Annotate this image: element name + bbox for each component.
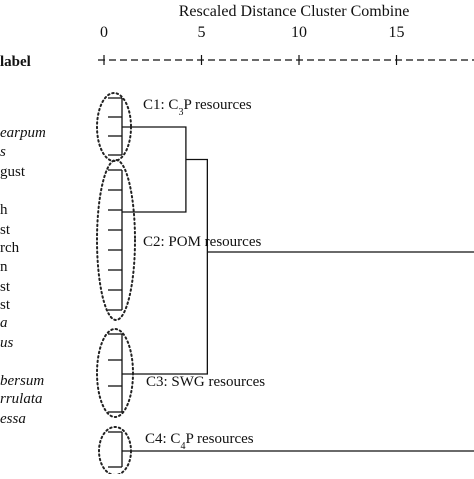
- leaf-label: st: [0, 222, 11, 238]
- cluster-label: C4: C4P resources: [145, 431, 254, 452]
- leaf-label: earpum: [0, 125, 46, 141]
- cluster-label: C3: SWG resources: [146, 374, 265, 390]
- axis-group: [98, 55, 474, 65]
- cluster-ellipse: [96, 159, 136, 321]
- header-label: label: [0, 54, 31, 70]
- chart-title: Rescaled Distance Cluster Combine: [179, 3, 410, 20]
- leaf-label: n: [0, 259, 8, 275]
- cluster-label: C1: C3P resources: [143, 97, 252, 118]
- cluster-label: C2: POM resources: [143, 234, 261, 250]
- merge-link-c1-c2: [122, 126, 187, 213]
- leaf-label: essa: [0, 411, 26, 427]
- tick-label: 5: [198, 24, 206, 41]
- leaf-label: us: [0, 335, 14, 351]
- leaf-label: a: [0, 315, 8, 331]
- tick-label: 15: [389, 24, 405, 41]
- tick-label: 10: [291, 24, 307, 41]
- cluster-labels: C1: C3P resources C2: POM resources C3: SW…: [143, 97, 265, 452]
- leaf-label: gust: [0, 164, 26, 180]
- leaf-label: h: [0, 202, 8, 218]
- merge-link-c12-c3: [122, 158, 209, 375]
- leaf-label: st: [0, 297, 11, 313]
- leaf-label: rrulata: [0, 391, 43, 407]
- tick-label: 0: [100, 24, 108, 41]
- cluster-ellipses: [96, 92, 136, 476]
- cluster-ellipse: [96, 328, 134, 418]
- leaf-label: bersum: [0, 373, 44, 389]
- leaf-label: s: [0, 144, 6, 160]
- leaf-labels: earpum s gust h st rch n st st a us bersum rrulata es…: [0, 125, 46, 427]
- tick-labels: 0 5 10 15: [100, 24, 405, 41]
- leaf-label: rch: [0, 240, 20, 256]
- dendrogram-links: [108, 97, 474, 468]
- leaf-label: st: [0, 279, 11, 295]
